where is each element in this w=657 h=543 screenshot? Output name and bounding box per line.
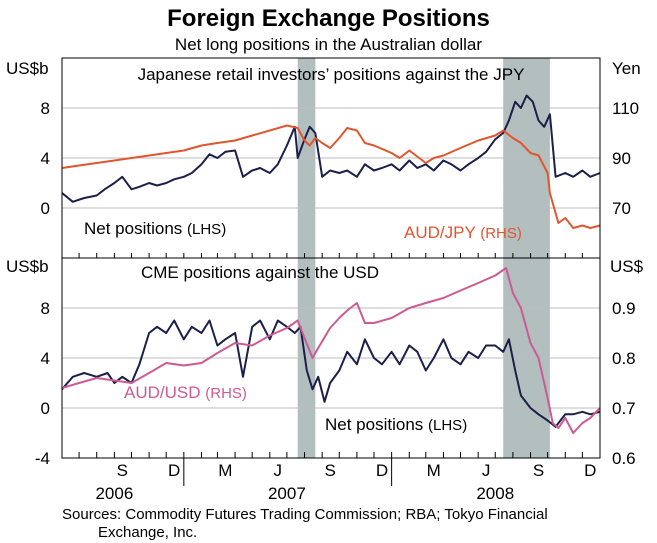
month-label: D <box>376 461 388 480</box>
top-right-unit: Yen <box>612 59 641 78</box>
month-label: S <box>117 461 128 480</box>
right-tick-label: 0.9 <box>612 299 636 318</box>
source-note-line-1: Sources: Commodity Futures Trading Commi… <box>62 506 548 523</box>
series-label-net-positions-bottom: Net positions (LHS) <box>325 415 467 434</box>
series-line-bottom-net-positions <box>61 319 601 428</box>
month-label: J <box>274 461 283 480</box>
bottom-right-unit: US$ <box>610 257 644 276</box>
chart-subtitle: Net long positions in the Australian dol… <box>175 35 482 54</box>
chart-title: Foreign Exchange Positions <box>167 5 490 32</box>
left-tick-label: 4 <box>41 149 50 168</box>
year-label: 2007 <box>268 484 306 503</box>
right-tick-label: 110 <box>612 99 639 118</box>
right-tick-label: 0.6 <box>612 449 636 468</box>
right-tick-label: 90 <box>612 149 631 168</box>
series-line-bottom-aud-usd <box>61 267 601 434</box>
top-panel-title: Japanese retail investors’ positions aga… <box>138 65 525 84</box>
left-tick-label: 0 <box>41 199 50 218</box>
month-label: D <box>168 461 180 480</box>
month-label: D <box>584 461 596 480</box>
bottom-panel-title: CME positions against the USD <box>141 263 379 282</box>
month-label: J <box>482 461 491 480</box>
series-label-aud-usd: AUD/USD (RHS) <box>124 383 247 402</box>
series-line-top-aud-jpy <box>61 124 601 229</box>
top-left-unit: US$b <box>6 59 49 78</box>
right-tick-label: 0.7 <box>612 399 636 418</box>
axis-labels: 8 4 0 110 90 70 8 4 0 -4 0.9 0.8 0.7 0.6 S D M J S D M J S D 200… <box>35 99 639 503</box>
axis-ticks <box>61 253 601 486</box>
series-line-top-net-positions <box>61 94 601 203</box>
bottom-left-unit: US$b <box>6 257 49 276</box>
year-label: 2008 <box>476 484 514 503</box>
series-label-net-positions-top: Net positions (LHS) <box>84 219 226 238</box>
series-label-aud-jpy: AUD/JPY (RHS) <box>404 223 522 242</box>
source-note-line-2: Exchange, Inc. <box>98 524 197 541</box>
left-tick-label: -4 <box>35 449 50 468</box>
month-label: M <box>427 461 441 480</box>
month-label: M <box>218 461 232 480</box>
year-label: 2006 <box>95 484 133 503</box>
left-tick-label: 4 <box>41 349 50 368</box>
series-lines <box>61 94 601 434</box>
month-label: S <box>324 461 335 480</box>
left-tick-label: 0 <box>41 399 50 418</box>
right-tick-label: 70 <box>612 199 631 218</box>
left-tick-label: 8 <box>41 99 50 118</box>
right-tick-label: 0.8 <box>612 349 636 368</box>
left-tick-label: 8 <box>41 299 50 318</box>
gridlines <box>62 107 600 409</box>
month-label: S <box>533 461 544 480</box>
